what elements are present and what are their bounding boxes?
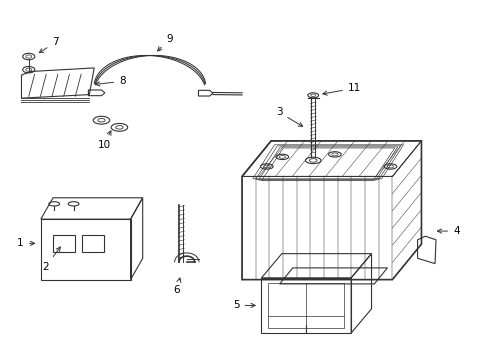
- Text: 11: 11: [322, 83, 360, 95]
- Bar: [82, 235, 103, 252]
- Text: 3: 3: [275, 107, 302, 126]
- Text: 8: 8: [96, 76, 125, 86]
- Text: 10: 10: [97, 131, 111, 150]
- Text: 4: 4: [437, 226, 459, 236]
- Text: 9: 9: [157, 35, 172, 51]
- Text: 6: 6: [173, 278, 181, 295]
- Text: 5: 5: [232, 301, 255, 310]
- Text: 1: 1: [17, 238, 35, 248]
- Text: 7: 7: [39, 37, 59, 53]
- Bar: [53, 235, 75, 252]
- Text: 2: 2: [42, 247, 60, 272]
